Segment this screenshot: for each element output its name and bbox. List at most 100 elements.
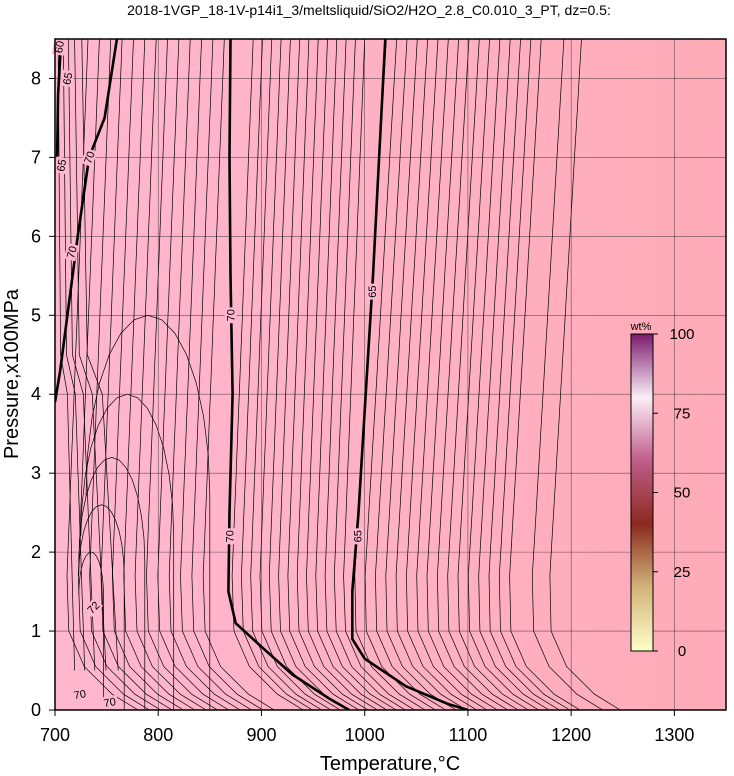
thin-contour	[80, 393, 175, 710]
thin-contour	[406, 39, 477, 710]
contour-line-65	[351, 39, 469, 710]
labeled-contour-lines	[55, 39, 469, 710]
thin-contour	[467, 39, 539, 710]
colorbar-tick-label: 100	[669, 326, 694, 343]
colorbar-ticks: 0 25 50 75 100	[653, 326, 695, 660]
thin-contour	[123, 39, 195, 710]
grid-lines	[55, 39, 726, 710]
x-tick-label: 1000	[345, 725, 385, 745]
contour-label: 65	[60, 69, 75, 88]
contour-label-text: 70	[103, 696, 117, 710]
contour-label-bg	[365, 283, 378, 300]
x-tick-label: 1100	[449, 725, 488, 745]
contour-label: 70	[224, 307, 238, 324]
thin-contour	[202, 39, 275, 710]
thin-contour	[343, 39, 415, 710]
thin-contour	[478, 39, 550, 710]
y-tick-label: 3	[31, 463, 41, 483]
chart-title: 2018-1VGP_18-1V-p14i1_3/meltsliquid/SiO2…	[127, 2, 611, 18]
contour-label-text: 70	[226, 309, 238, 321]
y-axis-ticks: 0 1 2 3 4 5 6 7 8	[31, 68, 55, 720]
thin-contour-lines	[57, 39, 621, 710]
thin-contour	[268, 39, 341, 710]
thin-contour	[134, 39, 207, 710]
thin-contour	[306, 39, 378, 710]
contour-label-text: 70	[225, 530, 237, 542]
y-tick-label: 7	[31, 147, 41, 167]
thin-contour	[231, 39, 304, 710]
contour-label-text: 60	[53, 40, 67, 54]
contour-line-65	[55, 39, 63, 158]
contour-label: 70	[80, 147, 98, 167]
thin-contour	[57, 39, 75, 671]
x-tick-label: 1300	[654, 725, 694, 745]
thin-contour	[112, 39, 184, 710]
x-axis-label: Temperature,°C	[320, 753, 460, 775]
contour-label: 70	[70, 686, 89, 702]
contour-label-bg	[53, 156, 69, 175]
thin-contour	[296, 39, 369, 710]
thin-contour	[509, 39, 581, 710]
thin-contour	[74, 39, 107, 671]
thin-contour	[62, 39, 86, 671]
thin-contour	[85, 314, 211, 710]
contour-label-bg	[60, 69, 75, 88]
contour-label: 70	[63, 242, 80, 262]
thin-contour	[146, 39, 218, 710]
y-tick-label: 8	[31, 68, 41, 88]
thin-contour	[168, 39, 241, 710]
contour-label-bg	[83, 597, 104, 618]
contour-label-bg	[223, 528, 236, 545]
thin-contour	[287, 39, 360, 710]
contour-label-bg	[224, 307, 237, 324]
thin-contour	[416, 39, 488, 710]
thin-contour	[100, 39, 173, 710]
thin-contour	[81, 39, 119, 671]
contour-label-bg	[63, 242, 80, 262]
thin-contour	[498, 39, 570, 710]
colorbar: wt% 0 25 50 75 100	[630, 321, 695, 660]
contour-label: 70	[100, 694, 119, 710]
contour-label-text: 65	[367, 285, 379, 297]
contour-label-text: 65	[353, 530, 365, 542]
y-tick-label: 4	[31, 384, 41, 404]
contour-label-bg	[100, 694, 119, 710]
x-axis-ticks: 700 800 900 1000 1100 1200 1300	[40, 710, 694, 745]
thin-contour	[437, 39, 508, 710]
contour-label-text: 70	[65, 245, 80, 260]
contour-label: 60	[51, 37, 67, 56]
contour-line-70	[55, 39, 119, 403]
thin-contour	[457, 39, 529, 710]
contour-label: 65	[53, 156, 69, 175]
thin-contour	[157, 39, 229, 710]
thin-contour	[278, 39, 350, 710]
y-tick-label: 0	[31, 700, 41, 720]
plot-frame	[54, 38, 727, 711]
thin-contour	[426, 39, 498, 710]
thin-contour	[447, 39, 519, 710]
x-tick-label: 1200	[551, 725, 591, 745]
contour-label-text: 70	[73, 688, 87, 702]
colorbar-label: wt%	[630, 321, 652, 333]
contour-label: 65	[365, 283, 379, 300]
thin-contour	[315, 39, 387, 710]
thin-contour	[333, 39, 406, 710]
colorbar-tick-label: 50	[674, 485, 691, 502]
contour-line-70	[227, 39, 350, 710]
y-tick-label: 1	[31, 621, 41, 641]
thin-contour	[385, 39, 457, 710]
plot-background	[55, 39, 726, 710]
contour-label: 65	[351, 528, 365, 545]
colorbar-tick-label: 25	[674, 564, 691, 581]
contour-label-text: 70	[82, 150, 97, 166]
x-tick-label: 900	[246, 725, 276, 745]
contour-label-text: 65	[55, 158, 69, 172]
thin-contour	[78, 457, 146, 710]
thin-contour	[324, 39, 397, 710]
contour-label-text: 65	[61, 72, 75, 86]
y-axis-label: Pressure,x100MPa	[1, 288, 23, 459]
y-tick-label: 6	[31, 226, 41, 246]
thin-contour	[77, 39, 150, 710]
thin-contour	[488, 39, 560, 710]
